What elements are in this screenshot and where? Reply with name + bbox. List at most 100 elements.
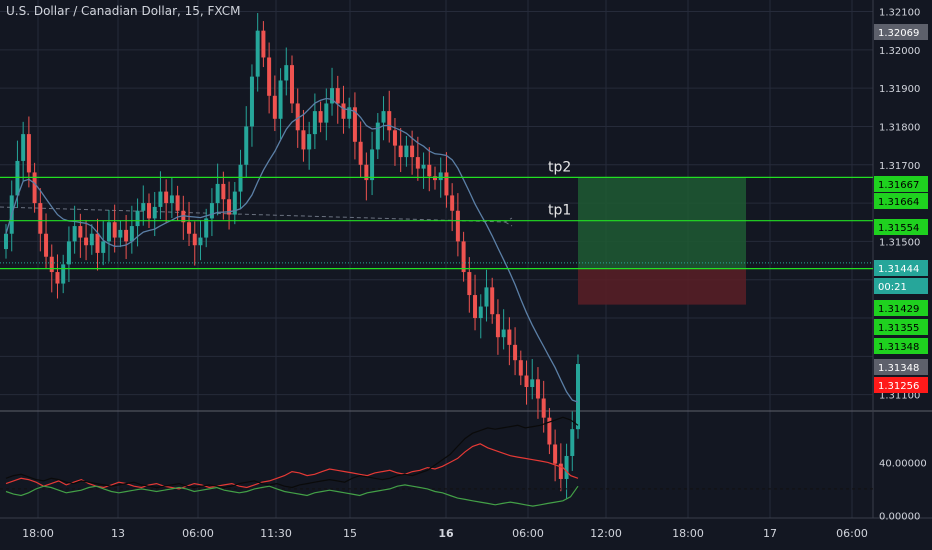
- price-tick-label: 1.32100: [879, 7, 920, 18]
- price-tag-box: [874, 338, 928, 354]
- price-tag-box: [874, 278, 928, 294]
- candle-body: [152, 206, 157, 219]
- candle-body: [312, 111, 317, 135]
- price-tag-box: [874, 260, 928, 276]
- candle-body: [410, 145, 415, 158]
- candle-body: [32, 172, 37, 204]
- time-tick-label: 06:00: [836, 527, 868, 540]
- candle-body: [530, 379, 535, 388]
- candle-body: [576, 364, 580, 430]
- candle-body: [547, 417, 552, 445]
- osc-line-black: [5, 416, 579, 489]
- candle-body: [89, 233, 94, 246]
- time-tick-label: 18:00: [672, 527, 704, 540]
- candle-body: [238, 164, 243, 192]
- candle-body: [26, 134, 31, 173]
- candle-body: [198, 237, 203, 246]
- price-tag-box: [874, 300, 928, 316]
- target-zone: [578, 177, 746, 269]
- price-tag-label: 1.31256: [878, 381, 919, 392]
- candle-body: [307, 134, 312, 150]
- candle-body: [249, 76, 254, 127]
- candle-body: [553, 444, 558, 464]
- candle-body: [347, 107, 352, 119]
- price-tag-label: 1.31664: [878, 197, 919, 208]
- candle-body: [501, 329, 506, 338]
- candle-body: [101, 241, 106, 253]
- price-tick-label: 1.31700: [879, 161, 920, 172]
- candle-body: [535, 379, 540, 399]
- candle-body: [364, 164, 369, 181]
- candle-body: [473, 295, 478, 319]
- price-tick-label: 1.31800: [879, 122, 920, 133]
- candle-body: [433, 176, 437, 181]
- candle-body: [255, 30, 260, 77]
- candle-body: [61, 264, 66, 284]
- price-tag-label: 1.31444: [878, 264, 919, 275]
- time-tick-label: 11:30: [260, 527, 292, 540]
- candle-body: [398, 145, 403, 158]
- candle-body: [444, 172, 449, 196]
- candle-body: [187, 222, 192, 234]
- price-tag-box: [874, 219, 928, 235]
- candle-body: [84, 237, 89, 246]
- candle-body: [95, 233, 100, 253]
- candle-body: [295, 103, 300, 131]
- candle-body: [450, 195, 455, 211]
- price-tag-label: 1.31355: [878, 323, 919, 334]
- candle-body: [227, 199, 232, 215]
- price-tag-label: 1.32069: [878, 28, 919, 39]
- chart-title: U.S. Dollar / Canadian Dollar, 15, FXCM: [6, 4, 241, 18]
- candle-body: [415, 157, 420, 169]
- candle-body: [484, 287, 489, 307]
- candle-body: [558, 463, 563, 479]
- dashed-projection-line: [0, 206, 513, 227]
- candle-body: [135, 210, 140, 227]
- osc-line-red: [5, 443, 579, 490]
- candle-body: [392, 130, 397, 146]
- candle-body: [541, 398, 546, 418]
- candle-body: [301, 130, 306, 150]
- candle-body: [44, 233, 49, 257]
- candle-body: [495, 314, 500, 338]
- candle-body: [147, 203, 151, 219]
- candle-body: [564, 455, 569, 479]
- time-tick-label: 18:00: [22, 527, 54, 540]
- candle-body: [21, 134, 26, 161]
- time-tick-label: 16: [438, 527, 454, 540]
- price-tag-box: [874, 319, 928, 335]
- candle-body: [318, 111, 323, 123]
- candle-body: [141, 203, 146, 211]
- candle-body: [335, 88, 340, 104]
- candle-body: [209, 203, 214, 219]
- osc-tick-label: 0.00000: [879, 511, 920, 522]
- candle-body: [66, 241, 71, 265]
- candle-body: [15, 160, 20, 196]
- candle-body: [204, 218, 209, 238]
- osc-line-green: [5, 484, 579, 507]
- price-tag-box: [874, 176, 928, 192]
- price-tag-box: [874, 193, 928, 209]
- price-tag-label: 1.31554: [878, 223, 919, 234]
- time-tick-label: 17: [763, 527, 777, 540]
- candle-body: [490, 287, 495, 315]
- candle-body: [118, 229, 123, 238]
- candle-body: [427, 164, 432, 177]
- candle-body: [124, 229, 129, 242]
- candle-body: [221, 183, 226, 200]
- candle-body: [175, 195, 180, 211]
- price-tag-label: 1.31667: [878, 180, 919, 191]
- candle-body: [513, 344, 518, 361]
- candle-body: [106, 222, 111, 242]
- time-tick-label: 15: [343, 527, 357, 540]
- price-tag-label: 1.31348: [878, 363, 919, 374]
- candle-body: [272, 95, 277, 119]
- price-tick-label: 1.31500: [879, 237, 920, 248]
- candle-body: [375, 122, 380, 150]
- candle-body: [129, 226, 134, 242]
- price-tag-label: 1.31429: [878, 304, 919, 315]
- osc-tick-label: 40.00000: [879, 458, 927, 469]
- candle-body: [524, 375, 529, 388]
- price-tag-label: 00:21: [878, 282, 907, 293]
